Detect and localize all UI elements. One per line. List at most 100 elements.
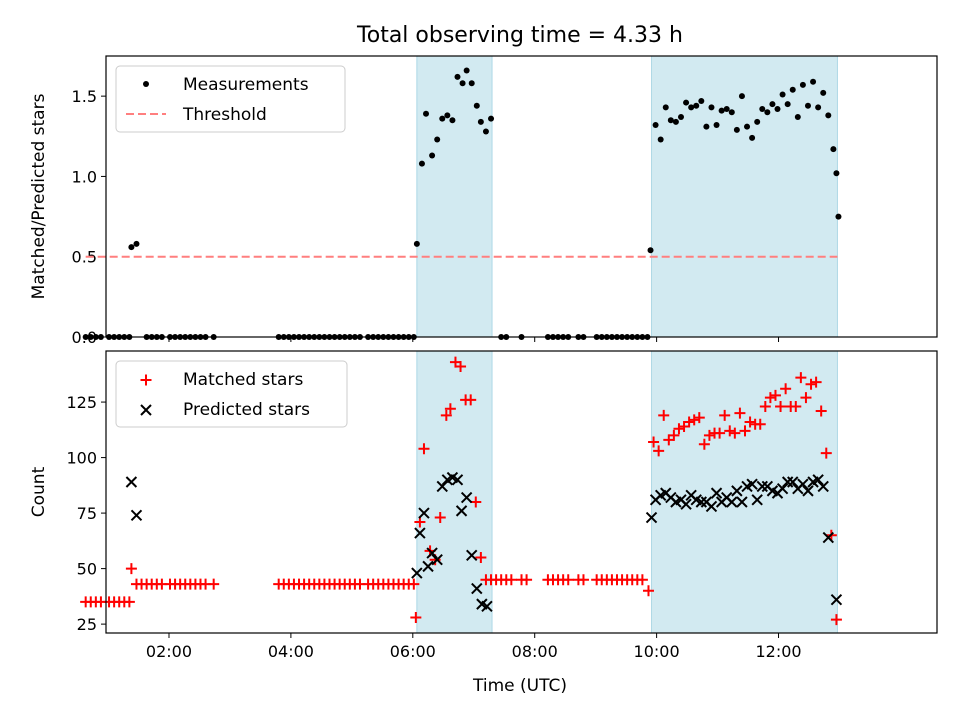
matched-star-point bbox=[208, 578, 220, 590]
predicted-star-point bbox=[710, 487, 723, 499]
measurement-point bbox=[473, 102, 480, 109]
y-tick-label: 0.5 bbox=[72, 248, 97, 267]
measurement-point bbox=[723, 105, 730, 112]
shaded-interval bbox=[651, 55, 838, 338]
measurement-point bbox=[754, 118, 761, 125]
y-tick-label: 75 bbox=[77, 504, 97, 523]
legend-label-measurements: Measurements bbox=[183, 75, 309, 95]
measurement-point bbox=[463, 67, 470, 74]
predicted-star-point bbox=[731, 485, 743, 497]
matched-star-point bbox=[636, 574, 648, 586]
matched-star-point bbox=[521, 574, 533, 586]
predicted-star-point bbox=[680, 498, 692, 510]
predicted-star-point bbox=[414, 527, 426, 539]
measurement-point bbox=[133, 240, 140, 247]
x-tick-label: 04:00 bbox=[268, 642, 314, 661]
measurement-point bbox=[718, 107, 725, 114]
measurement-point bbox=[833, 170, 840, 177]
predicted-star-point bbox=[705, 500, 718, 513]
measurement-point bbox=[418, 160, 425, 167]
matched-star-point bbox=[440, 409, 452, 421]
measurement-point bbox=[677, 114, 684, 121]
measurement-point bbox=[728, 109, 735, 116]
bottom-panel: 25 50 75 100 125 02:00 04:00 06:00 08:00 10:00 12:… bbox=[29, 350, 938, 661]
measurement-point bbox=[820, 89, 827, 96]
y-axis-label: Matched/Predicted stars bbox=[29, 93, 49, 299]
matched-star-point bbox=[434, 512, 446, 524]
bottom-axes-frame bbox=[105, 350, 938, 634]
matched-star-point bbox=[719, 409, 731, 421]
legend-label-matched: Matched stars bbox=[183, 370, 303, 390]
measurement-point bbox=[647, 247, 654, 254]
y-tick-label: 125 bbox=[66, 393, 97, 412]
measurement-point bbox=[815, 104, 822, 111]
predicted-star-point bbox=[422, 560, 434, 573]
predicted-star-point bbox=[418, 507, 430, 519]
y-axis-label: Count bbox=[29, 466, 49, 517]
measurement-point bbox=[810, 78, 817, 85]
legend-label-threshold: Threshold bbox=[182, 105, 267, 125]
matched-star-point bbox=[648, 436, 660, 448]
matched-star-point bbox=[688, 414, 700, 426]
measurement-point bbox=[444, 112, 451, 119]
measurement-point bbox=[703, 123, 710, 130]
predicted-star-point bbox=[736, 496, 748, 508]
matched-star-point bbox=[734, 407, 746, 419]
matched-star-point bbox=[764, 392, 776, 404]
predicted-star-point bbox=[822, 531, 835, 544]
predicted-star-point bbox=[466, 549, 478, 561]
x-tick-label: 06:00 bbox=[390, 642, 436, 661]
measurement-point bbox=[429, 152, 436, 159]
predicted-star-point bbox=[797, 478, 809, 490]
matched-star-point bbox=[714, 427, 726, 439]
measurement-point bbox=[667, 117, 674, 124]
matched-star-point bbox=[754, 418, 766, 430]
legend-marker-predicted bbox=[140, 404, 152, 416]
matched-star-point bbox=[562, 574, 574, 586]
legend-marker-measurements bbox=[143, 81, 149, 87]
predicted-star-point bbox=[411, 567, 423, 579]
matched-star-point bbox=[795, 372, 807, 384]
predicted-star-point bbox=[695, 496, 708, 508]
y-tick-label: 1.0 bbox=[72, 167, 97, 186]
matched-star-point bbox=[739, 425, 751, 437]
measurement-point bbox=[738, 93, 745, 100]
matched-star-point bbox=[790, 401, 802, 413]
measurement-point bbox=[468, 80, 475, 87]
matched-star-point bbox=[408, 578, 420, 590]
y-tick-label: 100 bbox=[66, 449, 97, 468]
measurement-point bbox=[825, 112, 832, 119]
measurement-point bbox=[769, 101, 776, 108]
predicted-star-point bbox=[125, 476, 138, 488]
measurement-point bbox=[733, 126, 740, 133]
measurement-point bbox=[434, 136, 441, 143]
predicted-star-point bbox=[431, 554, 443, 566]
matched-star-point bbox=[693, 412, 705, 424]
measurement-point bbox=[439, 115, 446, 122]
matched-star-point bbox=[698, 438, 710, 450]
measurement-point bbox=[830, 146, 837, 153]
predicted-star-point bbox=[781, 476, 794, 488]
measurement-point bbox=[708, 104, 715, 111]
matched-star-point bbox=[410, 611, 422, 623]
chart-title: Total observing time = 4.33 h bbox=[356, 23, 683, 48]
measurement-point bbox=[87, 334, 94, 340]
matched-star-point bbox=[810, 376, 822, 388]
measurement-point bbox=[477, 118, 484, 125]
measurement-point bbox=[454, 73, 461, 80]
matched-star-point bbox=[658, 409, 670, 421]
y-tick-label: 25 bbox=[77, 615, 97, 634]
top-axes-frame bbox=[105, 55, 938, 338]
measurement-point bbox=[759, 105, 766, 112]
measurement-point bbox=[804, 102, 811, 109]
measurement-point bbox=[688, 104, 695, 111]
predicted-star-point bbox=[130, 509, 143, 522]
measurement-point bbox=[713, 122, 720, 129]
measurement-point bbox=[794, 114, 801, 121]
matched-star-point bbox=[673, 423, 685, 435]
measurement-point bbox=[693, 102, 700, 109]
predicted-star-point bbox=[481, 600, 493, 613]
top-legend-box bbox=[115, 65, 346, 133]
